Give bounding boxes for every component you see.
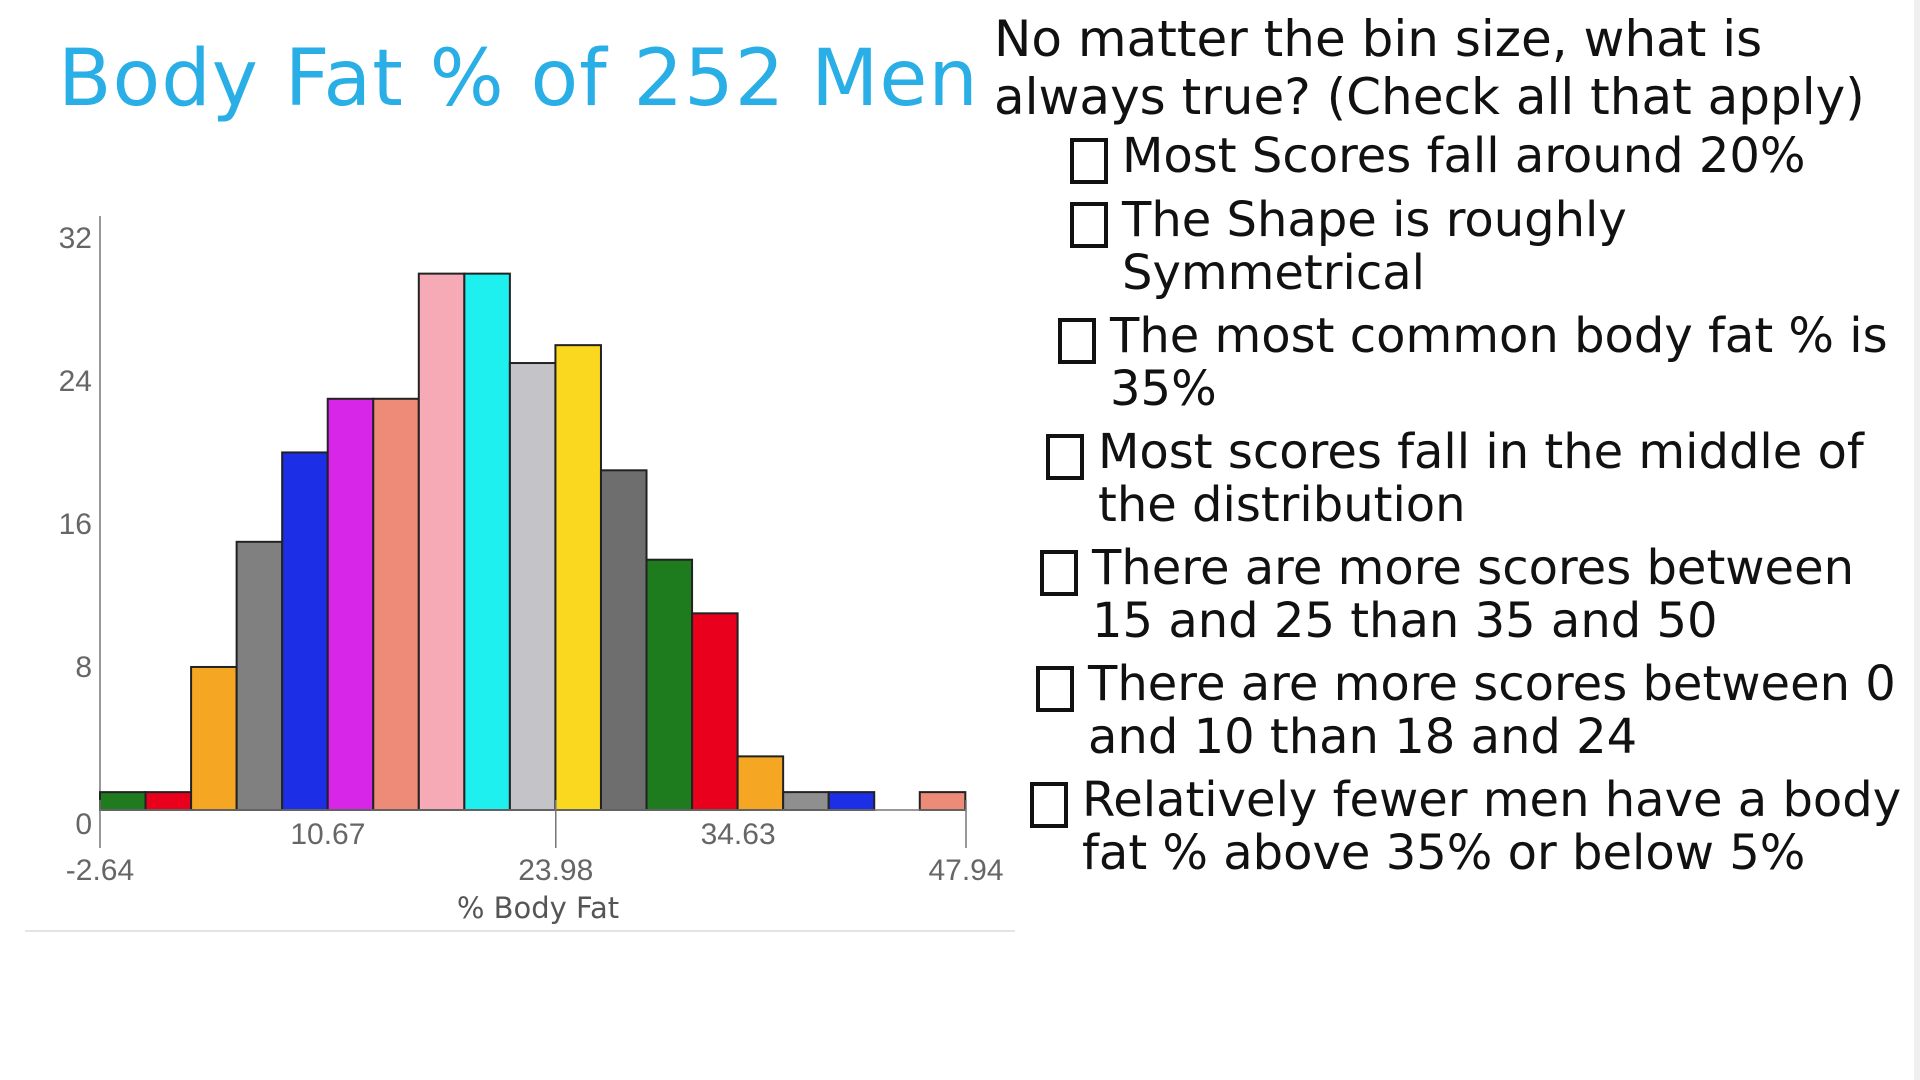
histogram-bar [782,791,830,812]
x-axis: 10.67 34.63 -2.64 23.98 47.94 [66,800,1004,887]
option-label: Most Scores fall around 20% [1122,128,1806,184]
histogram-bar [508,362,557,811]
option-checkbox[interactable] [1058,318,1096,364]
histogram-bar [190,665,238,811]
histogram-chart: 0 8 16 24 32 10.67 34.63 -2.64 23.98 47.94 % Bod… [59,216,1004,925]
chart-title: Body Fat % of 252 Men [58,34,979,124]
option-checkbox[interactable] [1046,434,1084,480]
option-checkbox[interactable] [1070,202,1108,248]
histogram-bar [827,791,876,812]
option-label: There are more scores between 15 and 25 … [1092,540,1855,649]
histogram-bar [554,344,602,811]
x-tick-label: -2.64 [66,854,134,887]
x-tick-label: 10.67 [290,818,365,851]
x-tick-label: 47.94 [928,854,1003,887]
histogram-bar [918,791,967,812]
histogram-bar [736,755,785,812]
histogram-bar [281,451,329,811]
y-tick-label: 32 [59,222,92,255]
option-item: The Shape is roughly Symmetrical [1070,194,1910,300]
chart-bottom-divider [25,930,1015,932]
option-label: Most scores fall in the middle of the di… [1098,424,1864,533]
histogram-bar [99,791,147,812]
option-label: Relatively fewer men have a body fat % a… [1082,772,1902,881]
histogram-bar [235,540,284,811]
option-label: The most common body fat % is 35% [1110,308,1888,417]
option-checkbox[interactable] [1070,138,1108,184]
y-tick-label: 24 [59,365,92,398]
y-tick-label: 16 [59,508,92,541]
option-checkbox[interactable] [1030,782,1068,828]
histogram-bar [326,397,375,811]
x-axis-title: % Body Fat [457,891,619,925]
histogram-bar [691,612,739,812]
y-tick-label: 8 [75,651,92,684]
option-item: Relatively fewer men have a body fat % a… [1030,774,1910,880]
y-tick-label: 0 [75,808,92,841]
option-checkbox[interactable] [1040,550,1078,596]
histogram-bar [645,558,694,811]
histogram-bars [99,272,967,812]
histogram-bar [417,272,466,812]
option-item: The most common body fat % is 35% [1058,310,1910,416]
histogram-bar [463,272,511,812]
option-item: There are more scores between 15 and 25 … [1040,542,1910,648]
option-item: There are more scores between 0 and 10 t… [1036,658,1910,764]
histogram-bar [372,397,420,811]
option-label: The Shape is roughly Symmetrical [1122,192,1627,301]
option-label: There are more scores between 0 and 10 t… [1088,656,1896,765]
histogram-bar [144,791,193,812]
question-prompt: No matter the bin size, what is always t… [994,10,1865,126]
x-tick-label: 34.63 [701,818,776,851]
right-frame-edge [1914,0,1920,1080]
y-axis: 0 8 16 24 32 [59,216,101,841]
option-item: Most Scores fall around 20% [1070,130,1910,184]
x-tick-label: 23.98 [518,854,593,887]
option-item: Most scores fall in the middle of the di… [1046,426,1910,532]
question-panel: No matter the bin size, what is always t… [990,10,1910,890]
histogram-bar [599,469,648,811]
option-checkbox[interactable] [1036,666,1074,712]
